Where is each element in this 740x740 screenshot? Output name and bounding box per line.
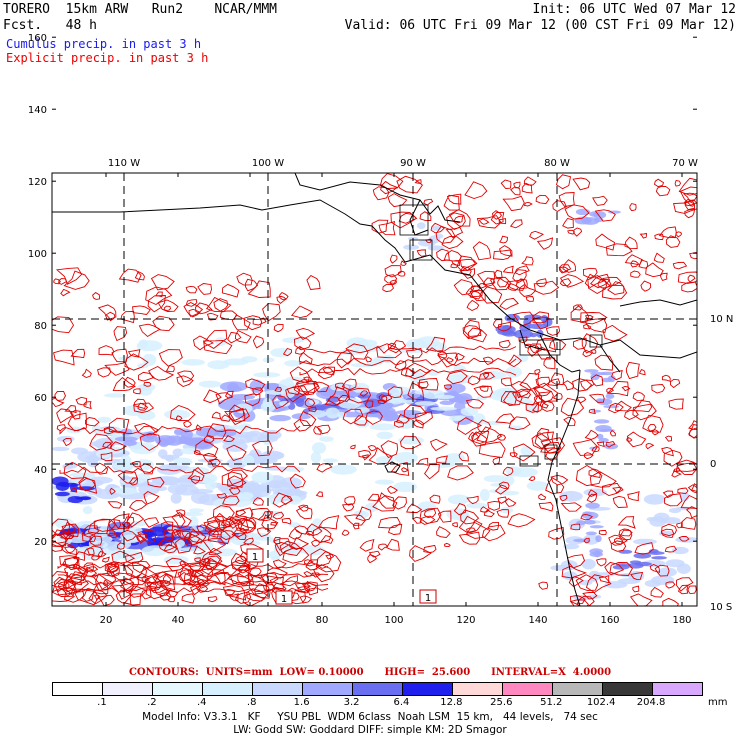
colorbar-label: .4: [196, 697, 207, 708]
colorbar-swatch: [403, 683, 453, 695]
colorbar-swatch: [503, 683, 553, 695]
colorbar-label: 3.2: [343, 697, 360, 708]
resolution: 15km ARW: [65, 2, 129, 17]
colorbar-swatch: [253, 683, 303, 695]
min-labels: 1 1 1: [246, 548, 437, 605]
colorbar-swatch: [203, 683, 253, 695]
min-label: 1: [281, 594, 287, 605]
forecast-hour: Fcst. 48 h: [3, 18, 97, 34]
explicit-legend: Explicit precip. in past 3 h: [6, 51, 209, 65]
colorbar-label: 25.6: [490, 697, 513, 708]
cumulus-legend: Cumulus precip. in past 3 h: [6, 37, 202, 51]
y-tick-label: 20: [34, 537, 47, 548]
run-label: Run2: [151, 2, 184, 17]
coastline: [52, 173, 697, 606]
colorbar-unit: mm: [708, 697, 728, 708]
x-tick-label: 60: [244, 615, 257, 626]
colorbar-label: .8: [246, 697, 257, 708]
y-tick-label: 120: [28, 177, 47, 188]
x-tick-label: 40: [172, 615, 185, 626]
min-label: 1: [252, 552, 258, 563]
y-tick-label: 40: [34, 465, 47, 476]
colorbar-label: 6.4: [393, 697, 410, 708]
x-tick-label: 140: [528, 615, 547, 626]
model-info-line-1: Model Info: V3.3.1 KF YSU PBL WDM 6class…: [142, 711, 598, 723]
colorbar-swatch: [353, 683, 403, 695]
min-label: 1: [425, 593, 431, 604]
precip-field: [52, 173, 697, 606]
y-tick-label: 100: [28, 249, 47, 260]
colorbar-label: 204.8: [636, 697, 666, 708]
x-tick-label: 20: [100, 615, 113, 626]
longitude-label: 110 W: [108, 158, 140, 169]
colorbar-label: 102.4: [586, 697, 616, 708]
lat-lon-grid: [52, 173, 697, 606]
forecast-label: Fcst.: [3, 18, 43, 33]
y-tick-label: 160: [28, 33, 47, 44]
latitude-label: 10 S: [710, 602, 732, 613]
y-tick-label: 80: [34, 321, 47, 332]
contour-info: CONTOURS: UNITS=mm LOW= 0.10000 HIGH= 25…: [128, 667, 612, 678]
longitude-label: 90 W: [400, 158, 426, 169]
x-tick-label: 120: [456, 615, 475, 626]
colorbar-swatch: [603, 683, 653, 695]
colorbar: [52, 682, 703, 696]
y-tick-label: 60: [34, 393, 47, 404]
model-info-line-2: LW: Godd SW: Goddard DIFF: simple KM: 2D…: [233, 724, 507, 736]
org-label: NCAR/MMM: [214, 2, 277, 17]
colorbar-swatch: [53, 683, 103, 695]
colorbar-swatch: [453, 683, 503, 695]
colorbar-label: .2: [147, 697, 157, 708]
colorbar-label: .1: [97, 697, 107, 708]
map-frame: [51, 172, 698, 607]
init-time: Init: 06 UTC Wed 07 Mar 12: [532, 2, 737, 17]
x-tick-label: 160: [600, 615, 619, 626]
colorbar-swatch: [553, 683, 603, 695]
colorbar-label: 12.8: [440, 697, 463, 708]
colorbar-swatch: [653, 683, 702, 695]
colorbar-label: 1.6: [293, 697, 310, 708]
model-name: TORERO: [3, 2, 50, 17]
latitude-label: 0: [710, 459, 716, 470]
forecast-value: 48 h: [65, 18, 97, 33]
colorbar-label: 51.2: [540, 697, 563, 708]
latitude-label: 10 N: [710, 314, 733, 325]
y-tick-label: 140: [28, 105, 47, 116]
header-line-1: TORERO 15km ARW Run2 NCAR/MMM: [3, 2, 277, 18]
x-tick-label: 180: [672, 615, 691, 626]
x-tick-label: 100: [384, 615, 403, 626]
x-tick-label: 80: [316, 615, 329, 626]
colorbar-swatch: [153, 683, 203, 695]
colorbar-swatch: [303, 683, 353, 695]
colorbar-swatch: [103, 683, 153, 695]
longitude-label: 70 W: [672, 158, 698, 169]
longitude-label: 80 W: [544, 158, 570, 169]
longitude-label: 100 W: [252, 158, 284, 169]
valid-time: Valid: 06 UTC Fri 09 Mar 12 (00 CST Fri …: [344, 18, 736, 33]
axis-ticks: 2040608010012014016018020022024026028030…: [28, 33, 733, 626]
